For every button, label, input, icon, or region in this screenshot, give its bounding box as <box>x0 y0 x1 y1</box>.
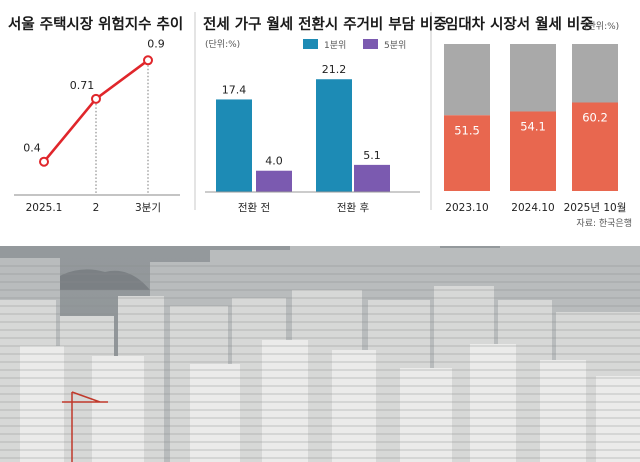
value-label: 17.4 <box>222 83 247 96</box>
bar-remainder <box>510 44 556 112</box>
legend-label-quintile-1: 1분위 <box>324 40 346 51</box>
x-tick-label: 2025.1 <box>26 202 63 214</box>
bar-monthly-rent <box>444 115 490 191</box>
value-labels: 17.4 21.2 4.0 5.1 <box>222 63 381 167</box>
data-point <box>39 156 49 167</box>
value-label: 0.4 <box>23 142 41 155</box>
x-tick-label: 2025년 10월 <box>564 202 627 214</box>
value-label: 0.71 <box>70 79 95 92</box>
data-points <box>39 55 153 167</box>
building-windows <box>0 265 640 459</box>
source-note: 자료: 한국은행 <box>576 217 632 229</box>
value-label: 4.0 <box>265 155 283 168</box>
housing-cost-burden-chart: 전세 가구 월세 전환시 주거비 부담 비중 (단위:%) 1분위 5분위 17… <box>203 15 447 214</box>
burden-title: 전세 가구 월세 전환시 주거비 부담 비중 <box>203 15 447 33</box>
bar-remainder <box>444 44 490 116</box>
stacked-bars <box>444 44 618 191</box>
x-tick-label: 2024.10 <box>511 202 554 214</box>
value-label: 60.2 <box>582 111 608 125</box>
bars <box>216 79 390 192</box>
monthly-rent-share-chart: 임대차 시장서 월세 비중 (단위:%) 51.5 54.1 60.2 2023.1… <box>444 15 632 229</box>
bar-quintile-5 <box>256 170 292 192</box>
value-labels: 51.5 54.1 60.2 <box>454 111 608 138</box>
legend-swatch-quintile-5 <box>363 39 378 49</box>
dotted-guides <box>95 65 149 195</box>
data-point <box>143 55 153 66</box>
risk-index-chart: 서울 주택시장 위험지수 추이 0.4 0.71 0.9 2025.1 2 3분기 <box>8 15 183 214</box>
bar-quintile-1 <box>216 99 252 192</box>
x-tick-labels: 전환 전 전환 후 <box>238 202 370 214</box>
x-tick-labels: 2025.1 2 3분기 <box>26 202 161 214</box>
value-label: 51.5 <box>454 123 480 137</box>
value-label: 0.9 <box>147 37 165 50</box>
value-label: 5.1 <box>363 149 381 162</box>
risk-index-title: 서울 주택시장 위험지수 추이 <box>8 15 183 33</box>
bar-quintile-1 <box>316 79 352 192</box>
data-point <box>91 93 101 104</box>
legend-label-quintile-5: 5분위 <box>384 40 406 51</box>
x-tick-label: 2023.10 <box>445 202 488 214</box>
burden-unit-label: (단위:%) <box>205 39 240 50</box>
value-label: 54.1 <box>520 119 546 133</box>
value-labels: 0.4 0.71 0.9 <box>23 37 165 154</box>
bar-monthly-rent <box>572 102 618 191</box>
rent-share-title: 임대차 시장서 월세 비중 <box>445 15 594 33</box>
x-tick-label: 2 <box>93 202 100 214</box>
legend-swatch-quintile-1 <box>303 39 318 49</box>
rent-share-unit-label: (단위:%) <box>584 21 619 32</box>
building-row-front <box>20 340 640 462</box>
bar-remainder <box>572 44 618 103</box>
x-tick-label: 3분기 <box>135 202 161 214</box>
value-label: 21.2 <box>322 63 347 76</box>
x-tick-label: 전환 후 <box>337 202 370 214</box>
construction-crane <box>62 391 108 462</box>
x-tick-labels: 2023.10 2024.10 2025년 10월 <box>445 202 626 214</box>
bar-monthly-rent <box>510 111 556 191</box>
x-tick-label: 전환 전 <box>238 202 270 214</box>
bar-quintile-5 <box>354 164 390 192</box>
